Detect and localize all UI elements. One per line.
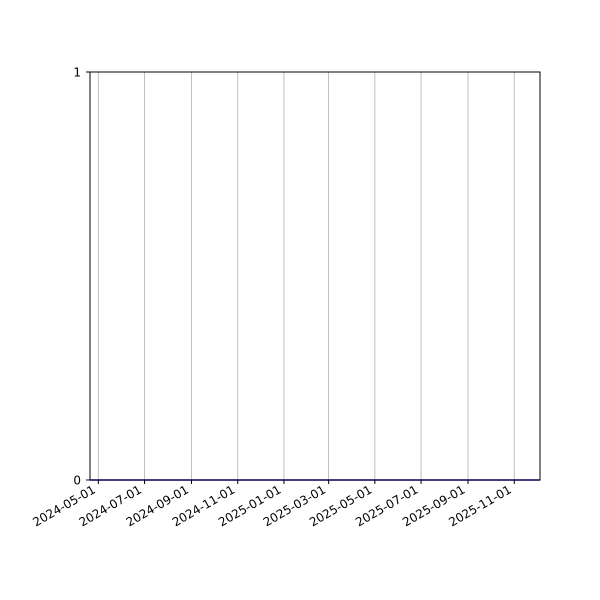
x-axis: 2024-05-012024-07-012024-09-012024-11-01… (30, 480, 515, 529)
plot-frame (89, 71, 541, 481)
y-axis: 01 (73, 66, 90, 488)
y-tick-label: 0 (73, 474, 81, 488)
grid (97, 72, 515, 480)
y-tick-label: 1 (73, 66, 81, 80)
